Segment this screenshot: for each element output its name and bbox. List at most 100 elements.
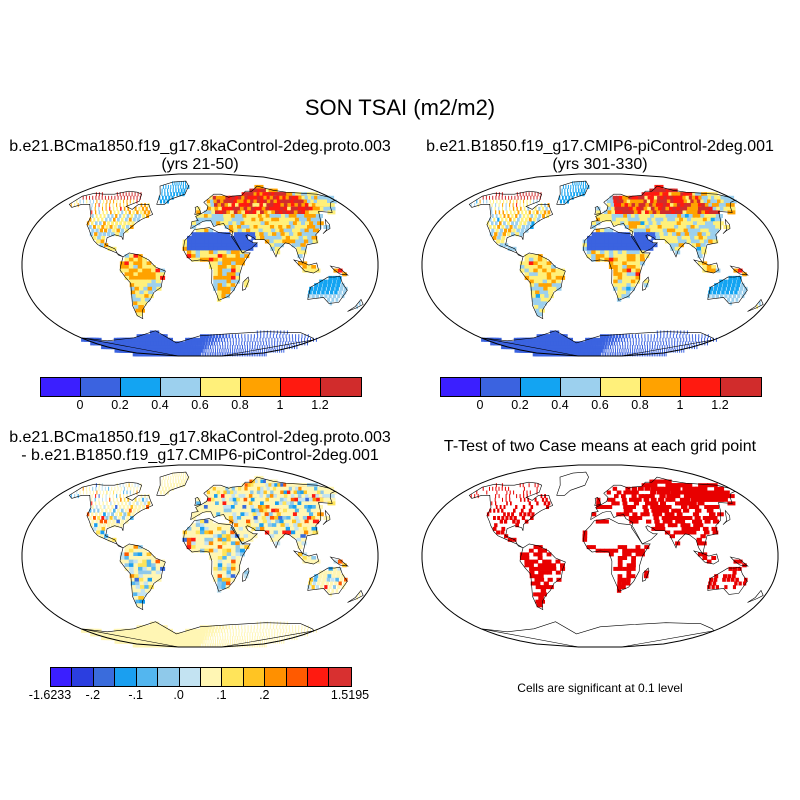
grid-cell bbox=[613, 243, 618, 248]
grid-cell bbox=[91, 221, 94, 226]
grid-cell bbox=[276, 632, 278, 637]
grid-cell bbox=[576, 192, 579, 197]
grid-cell bbox=[191, 632, 196, 637]
grid-cell bbox=[248, 203, 255, 208]
grid-cell bbox=[196, 508, 201, 513]
grid-cell bbox=[496, 530, 500, 535]
grid-cell bbox=[103, 199, 105, 204]
grid-cell bbox=[142, 556, 148, 560]
grid-cell bbox=[511, 221, 514, 226]
grid-cell bbox=[91, 494, 93, 499]
grid-cell bbox=[234, 348, 236, 353]
grid-cell bbox=[235, 643, 237, 648]
grid-cell bbox=[267, 523, 274, 528]
grid-cell bbox=[643, 199, 650, 204]
grid-cell bbox=[254, 505, 260, 509]
grid-cell bbox=[309, 577, 313, 582]
grid-cell bbox=[226, 541, 232, 546]
grid-cell bbox=[643, 283, 649, 288]
grid-cell bbox=[137, 556, 143, 560]
grid-cell bbox=[312, 501, 320, 506]
grid-cell bbox=[107, 246, 113, 251]
grid-cell bbox=[621, 206, 627, 211]
grid-cell bbox=[94, 523, 98, 528]
grid-cell bbox=[90, 628, 102, 633]
grid-cell bbox=[241, 337, 243, 342]
grid-cell bbox=[250, 337, 252, 342]
grid-cell bbox=[131, 221, 135, 226]
grid-cell bbox=[212, 348, 214, 353]
grid-cell bbox=[296, 228, 303, 233]
grid-cell bbox=[143, 501, 147, 506]
grid-cell bbox=[528, 272, 534, 277]
grid-cell bbox=[598, 352, 601, 357]
grid-cell bbox=[654, 184, 664, 189]
grid-cell bbox=[165, 486, 167, 491]
grid-cell bbox=[148, 290, 154, 295]
grid-cell bbox=[671, 228, 677, 233]
grid-cell bbox=[694, 516, 701, 520]
grid-cell bbox=[279, 625, 281, 630]
grid-cell bbox=[142, 214, 145, 218]
grid-cell bbox=[273, 214, 280, 218]
grid-cell bbox=[225, 585, 230, 590]
grid-cell bbox=[239, 537, 245, 542]
grid-cell bbox=[250, 625, 252, 630]
grid-cell bbox=[546, 272, 552, 277]
coastline-madagascar bbox=[642, 567, 650, 582]
grid-cell bbox=[115, 221, 119, 226]
grid-cell bbox=[103, 512, 106, 517]
grid-cell bbox=[617, 250, 623, 255]
coastline-uk bbox=[594, 206, 602, 215]
grid-cell bbox=[280, 337, 282, 342]
map-boundary bbox=[21, 464, 379, 648]
grid-cell bbox=[244, 545, 250, 550]
grid-cell bbox=[179, 483, 182, 488]
grid-cell bbox=[596, 505, 601, 509]
grid-cell bbox=[714, 486, 725, 491]
grid-cell bbox=[323, 516, 330, 520]
grid-cell bbox=[83, 199, 84, 204]
grid-cell bbox=[282, 632, 284, 637]
grid-cell bbox=[264, 221, 271, 226]
grid-cell bbox=[238, 341, 240, 346]
grid-cell bbox=[227, 505, 232, 509]
grid-cell bbox=[551, 275, 557, 280]
grid-cell bbox=[151, 556, 156, 560]
grid-cell bbox=[147, 501, 151, 506]
grid-cell bbox=[494, 497, 496, 502]
grid-cell bbox=[233, 490, 239, 495]
grid-cell bbox=[621, 348, 623, 353]
grid-cell bbox=[234, 345, 236, 350]
grid-cell bbox=[528, 559, 534, 564]
grid-cell bbox=[538, 566, 543, 571]
grid-cell bbox=[123, 497, 126, 502]
grid-cell bbox=[669, 243, 675, 248]
grid-cell bbox=[292, 512, 300, 517]
grid-cell bbox=[230, 210, 236, 215]
grid-cell bbox=[215, 505, 221, 509]
grid-cell bbox=[107, 537, 113, 542]
grid-cell bbox=[229, 639, 231, 644]
grid-cell bbox=[278, 225, 284, 229]
grid-cell bbox=[153, 621, 160, 626]
grid-cell bbox=[176, 181, 178, 186]
grid-cell bbox=[680, 337, 682, 342]
grid-cell bbox=[669, 203, 677, 208]
cb2-swatch-1 bbox=[481, 378, 521, 396]
grid-cell bbox=[656, 345, 658, 350]
grid-cell bbox=[279, 228, 286, 233]
grid-cell bbox=[175, 479, 177, 484]
grid-cell bbox=[230, 570, 236, 575]
grid-cell bbox=[617, 279, 623, 284]
grid-cell bbox=[197, 341, 201, 346]
grid-cell bbox=[640, 199, 646, 204]
grid-cell bbox=[278, 243, 284, 248]
grid-cell bbox=[210, 203, 215, 208]
grid-cell bbox=[676, 232, 682, 237]
grid-cell bbox=[516, 206, 518, 211]
grid-cell bbox=[209, 334, 213, 339]
grid-cell bbox=[263, 632, 265, 637]
grid-cell bbox=[523, 221, 527, 226]
grid-cell bbox=[182, 246, 188, 251]
